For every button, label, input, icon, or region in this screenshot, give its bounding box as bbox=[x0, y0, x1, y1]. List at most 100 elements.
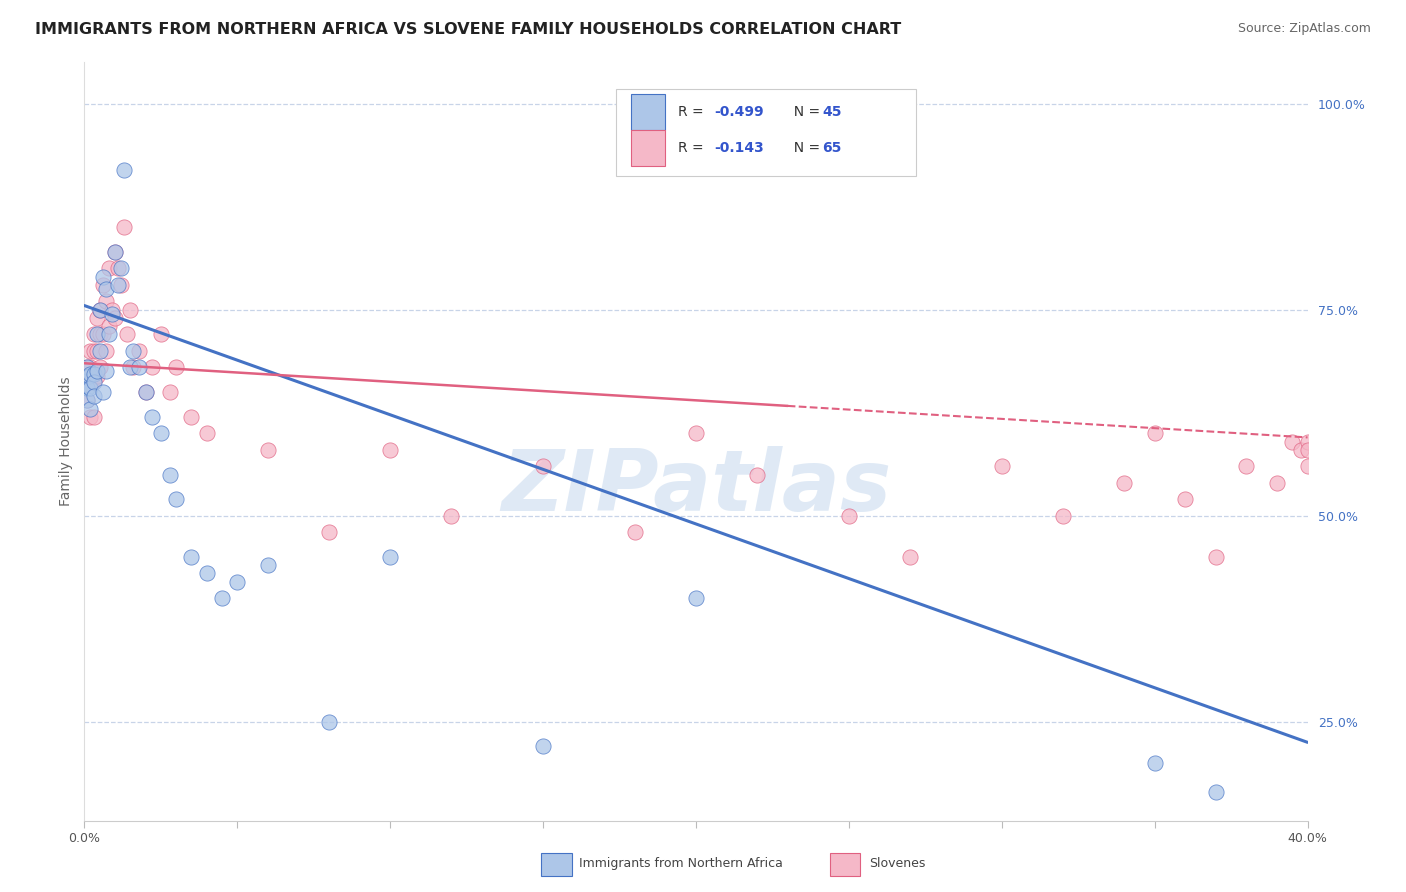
Point bbox=[115, 327, 138, 342]
Point bbox=[1296, 459, 1319, 474]
Point bbox=[135, 385, 157, 400]
Point bbox=[79, 367, 101, 381]
Point bbox=[149, 426, 172, 441]
Point bbox=[1143, 756, 1166, 770]
Point bbox=[79, 409, 101, 424]
Point bbox=[318, 525, 340, 540]
Point bbox=[531, 459, 554, 474]
Point bbox=[79, 381, 101, 395]
Point bbox=[76, 393, 98, 408]
Point bbox=[86, 310, 108, 325]
Point bbox=[440, 508, 463, 523]
Point bbox=[79, 343, 101, 358]
Point bbox=[195, 426, 218, 441]
Point bbox=[89, 302, 111, 317]
Text: R =: R = bbox=[678, 104, 707, 119]
Point bbox=[79, 376, 101, 391]
Point bbox=[211, 591, 233, 606]
Point bbox=[104, 244, 127, 259]
Point bbox=[83, 373, 105, 387]
FancyBboxPatch shape bbox=[631, 130, 665, 166]
Point bbox=[149, 327, 172, 342]
Point bbox=[104, 244, 127, 259]
Text: Slovenes: Slovenes bbox=[869, 857, 925, 870]
Point bbox=[1205, 549, 1227, 564]
Point bbox=[110, 261, 132, 276]
Text: N =: N = bbox=[786, 104, 825, 119]
Point bbox=[89, 360, 111, 375]
Point bbox=[159, 467, 181, 482]
Point bbox=[226, 574, 249, 589]
Point bbox=[91, 269, 114, 284]
Point bbox=[94, 364, 117, 378]
Point bbox=[76, 360, 98, 375]
Point bbox=[624, 525, 647, 540]
Point bbox=[94, 343, 117, 358]
Point bbox=[112, 162, 135, 177]
Point bbox=[75, 373, 97, 387]
Point bbox=[685, 426, 707, 441]
Point bbox=[76, 381, 98, 395]
Y-axis label: Family Households: Family Households bbox=[59, 376, 73, 507]
Point bbox=[1052, 508, 1074, 523]
Point bbox=[1291, 442, 1313, 457]
Text: N =: N = bbox=[786, 141, 825, 155]
Point bbox=[94, 282, 117, 296]
Point bbox=[76, 376, 98, 391]
Point bbox=[128, 360, 150, 375]
Point bbox=[180, 409, 202, 424]
Point bbox=[107, 261, 129, 276]
Point bbox=[83, 389, 105, 403]
Point bbox=[97, 327, 120, 342]
Text: R =: R = bbox=[678, 141, 707, 155]
Point bbox=[86, 327, 108, 342]
Text: Immigrants from Northern Africa: Immigrants from Northern Africa bbox=[579, 857, 783, 870]
Point bbox=[110, 277, 132, 292]
Point bbox=[86, 343, 108, 358]
Point bbox=[685, 591, 707, 606]
Point bbox=[380, 442, 402, 457]
Point bbox=[1174, 492, 1197, 507]
Point bbox=[257, 558, 280, 573]
Point bbox=[89, 302, 111, 317]
Point bbox=[120, 360, 142, 375]
Point bbox=[838, 508, 860, 523]
Point bbox=[141, 360, 163, 375]
Point bbox=[1205, 785, 1227, 799]
Point bbox=[1265, 475, 1288, 490]
FancyBboxPatch shape bbox=[616, 89, 917, 177]
Point bbox=[1296, 442, 1319, 457]
Point bbox=[101, 302, 124, 317]
Point bbox=[1296, 434, 1319, 449]
Point bbox=[83, 409, 105, 424]
Point bbox=[77, 368, 100, 383]
Point bbox=[104, 310, 127, 325]
Point bbox=[83, 367, 105, 381]
Point bbox=[898, 549, 921, 564]
Point bbox=[112, 220, 135, 235]
Point bbox=[83, 343, 105, 358]
Point bbox=[89, 343, 111, 358]
Point bbox=[89, 327, 111, 342]
Point bbox=[991, 459, 1014, 474]
Text: -0.143: -0.143 bbox=[714, 141, 763, 155]
Text: -0.499: -0.499 bbox=[714, 104, 763, 119]
Point bbox=[747, 467, 769, 482]
Point bbox=[79, 360, 101, 375]
Point bbox=[76, 360, 98, 375]
Point bbox=[86, 368, 108, 383]
Text: Source: ZipAtlas.com: Source: ZipAtlas.com bbox=[1237, 22, 1371, 36]
Text: IMMIGRANTS FROM NORTHERN AFRICA VS SLOVENE FAMILY HOUSEHOLDS CORRELATION CHART: IMMIGRANTS FROM NORTHERN AFRICA VS SLOVE… bbox=[35, 22, 901, 37]
Point bbox=[165, 492, 187, 507]
Point bbox=[1236, 459, 1258, 474]
Text: ZIPatlas: ZIPatlas bbox=[501, 445, 891, 529]
Point bbox=[135, 385, 157, 400]
Point bbox=[75, 368, 97, 383]
Point bbox=[122, 343, 145, 358]
Point bbox=[97, 319, 120, 334]
Point bbox=[76, 381, 98, 395]
Point bbox=[141, 409, 163, 424]
Text: 65: 65 bbox=[823, 141, 841, 155]
Point bbox=[83, 375, 105, 389]
Text: 45: 45 bbox=[823, 104, 841, 119]
